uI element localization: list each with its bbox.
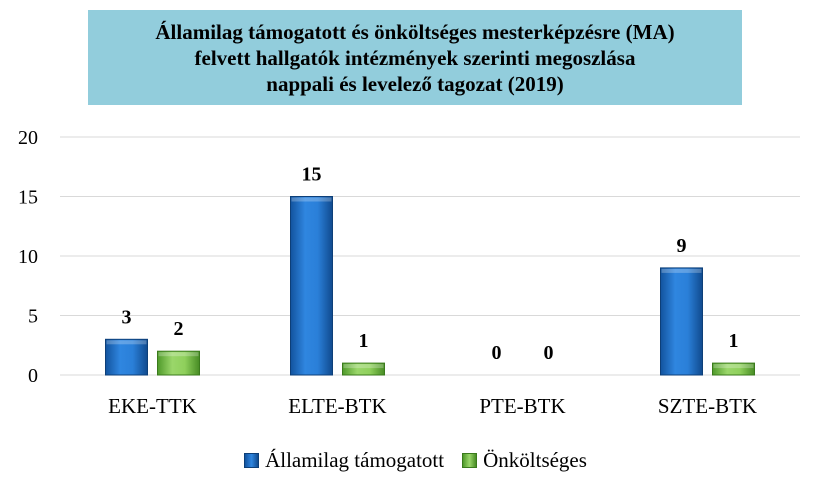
data-label: 1: [729, 330, 739, 352]
data-label: 1: [359, 330, 369, 352]
y-axis-ticks: 0 5 10 15 20: [18, 127, 38, 387]
x-axis-categories: EKE-TTK ELTE-BTK PTE-BTK SZTE-BTK: [108, 394, 757, 418]
legend-item-onkoltseges: Önköltséges: [462, 448, 587, 473]
x-category-label: PTE-BTK: [479, 394, 565, 418]
bar-bevel: [343, 364, 384, 369]
bar-bevel: [713, 364, 754, 369]
data-label: 0: [492, 342, 502, 364]
legend-label-onkoltseges: Önköltséges: [483, 448, 587, 472]
bar-allami: [660, 267, 703, 376]
legend-item-allami: Államilag támogatott: [244, 448, 444, 473]
y-tick-label: 10: [18, 246, 38, 268]
bar-bevel: [158, 352, 199, 357]
x-category-label: ELTE-BTK: [288, 394, 386, 418]
data-label: 3: [122, 306, 132, 328]
chart-title-line-2: felvett hallgatók intézmények szerinti m…: [194, 45, 636, 70]
bar-bevel: [291, 197, 332, 202]
y-tick-label: 5: [28, 306, 38, 328]
legend-swatch-blue: [244, 453, 260, 468]
data-label: 15: [302, 164, 322, 186]
bars: [105, 196, 755, 376]
data-label: 2: [174, 318, 184, 340]
x-category-label: EKE-TTK: [108, 394, 197, 418]
bar-allami: [290, 196, 333, 376]
chart-title-line-3: nappali és levelező tagozat (2019): [266, 71, 564, 96]
x-category-label: SZTE-BTK: [658, 394, 757, 418]
data-label: 0: [544, 342, 554, 364]
bar-bevel: [661, 268, 702, 273]
legend: Államilag támogatott Önköltséges: [0, 448, 831, 473]
bar-allami: [105, 338, 148, 376]
y-tick-label: 0: [28, 365, 38, 387]
bar-onkoltseges: [342, 362, 385, 376]
legend-label-allami: Államilag támogatott: [265, 448, 445, 472]
data-label: 9: [677, 235, 687, 257]
chart-title-line-1: Államilag támogatott és önköltséges mest…: [155, 19, 675, 44]
y-tick-label: 15: [18, 187, 38, 209]
bar-onkoltseges: [157, 350, 200, 376]
chart-title: Államilag támogatott és önköltséges mest…: [88, 10, 742, 105]
legend-swatch-green: [462, 453, 478, 468]
y-tick-label: 20: [18, 127, 38, 149]
bar-onkoltseges: [712, 362, 755, 376]
data-labels: 3 2 15 1 0 0 9 1: [122, 164, 739, 365]
bar-bevel: [106, 340, 147, 345]
